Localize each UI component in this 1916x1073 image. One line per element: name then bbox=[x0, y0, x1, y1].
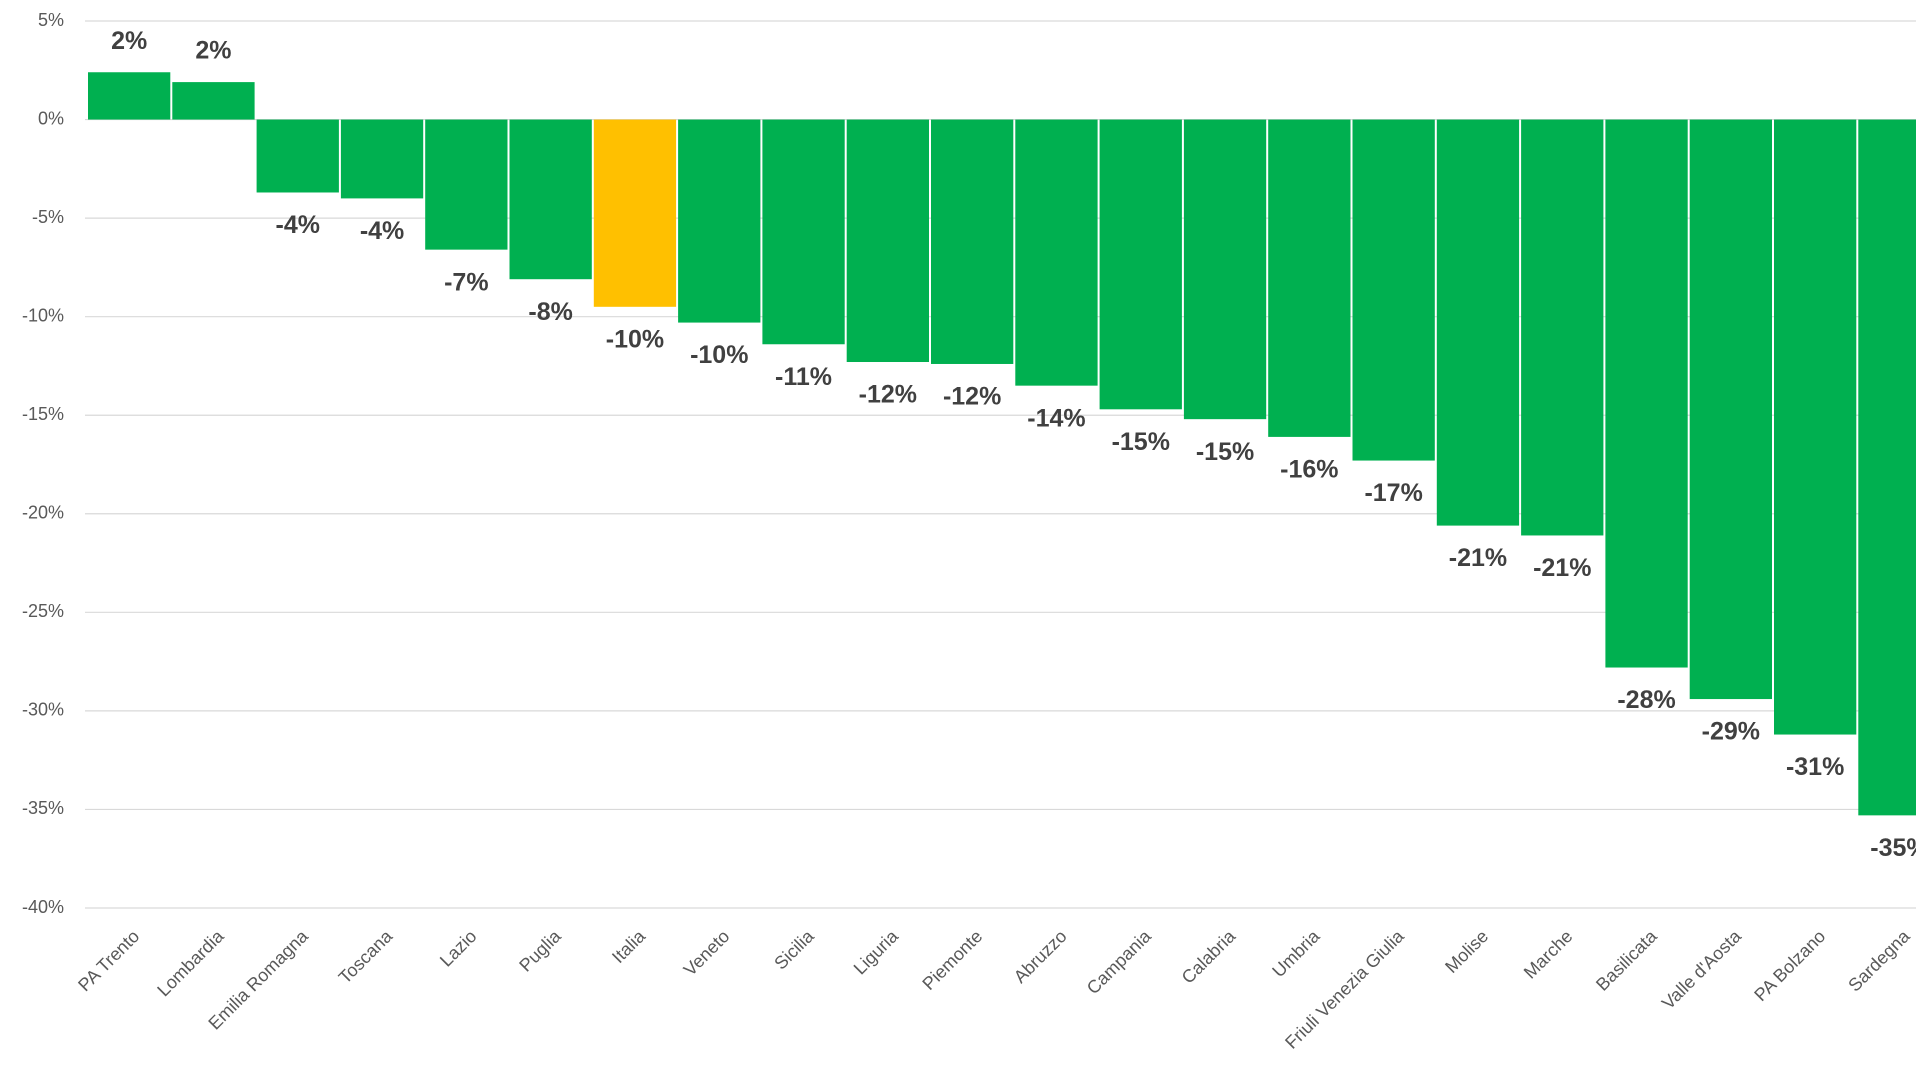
x-tick-label: PA Trento bbox=[74, 926, 143, 995]
value-label: -15% bbox=[1112, 428, 1170, 456]
bar bbox=[846, 119, 929, 363]
value-label: -35% bbox=[1870, 834, 1916, 862]
bar bbox=[1436, 119, 1520, 526]
bar bbox=[931, 119, 1014, 364]
bar bbox=[1521, 119, 1604, 536]
bar bbox=[1689, 119, 1772, 700]
value-label: -14% bbox=[1027, 404, 1085, 432]
x-tick-label: Valle d'Aosta bbox=[1658, 925, 1746, 1013]
value-label: -21% bbox=[1449, 544, 1507, 572]
x-tick-label: Lombardia bbox=[153, 925, 228, 1000]
value-label: -8% bbox=[528, 298, 572, 326]
value-label: -7% bbox=[444, 268, 488, 296]
value-label: -28% bbox=[1617, 686, 1675, 714]
x-tick-label: Italia bbox=[608, 925, 650, 967]
bar bbox=[1774, 119, 1857, 735]
value-label: -12% bbox=[943, 383, 1001, 411]
y-tick-label: -30% bbox=[22, 700, 64, 720]
value-label: 2% bbox=[111, 27, 147, 55]
x-tick-label: Piemonte bbox=[918, 926, 986, 994]
value-label: -16% bbox=[1280, 456, 1338, 484]
value-label: -17% bbox=[1364, 479, 1422, 507]
bar bbox=[88, 72, 171, 120]
x-tick-label: Puglia bbox=[515, 925, 565, 975]
x-tick-label: Umbria bbox=[1268, 925, 1324, 981]
value-label: 2% bbox=[195, 37, 231, 65]
bar bbox=[762, 119, 845, 345]
x-tick-label: Liguria bbox=[850, 925, 903, 978]
bar bbox=[425, 119, 508, 250]
x-tick-label: Lazio bbox=[436, 926, 481, 971]
x-tick-label: Sicilia bbox=[770, 925, 818, 973]
bar bbox=[509, 119, 592, 280]
bar bbox=[1015, 119, 1098, 386]
value-label: -29% bbox=[1702, 718, 1760, 746]
x-tick-label: Veneto bbox=[680, 926, 734, 980]
bar bbox=[678, 119, 761, 323]
x-tick-label: Calabria bbox=[1178, 925, 1240, 987]
value-label: -4% bbox=[360, 217, 404, 245]
bar bbox=[256, 119, 339, 193]
bar bbox=[172, 82, 255, 120]
y-tick-label: -35% bbox=[22, 798, 64, 818]
x-tick-label: PA Bolzano bbox=[1750, 926, 1829, 1005]
x-tick-label: Molise bbox=[1441, 926, 1492, 977]
bar bbox=[593, 119, 677, 307]
value-label: -10% bbox=[690, 341, 748, 369]
bar bbox=[1268, 119, 1351, 437]
bar bbox=[1858, 119, 1916, 816]
value-label: -10% bbox=[606, 325, 664, 353]
x-tick-label: Basilicata bbox=[1592, 925, 1661, 994]
y-tick-label: -20% bbox=[22, 503, 64, 523]
value-label: -21% bbox=[1533, 554, 1591, 582]
y-tick-label: -25% bbox=[22, 601, 64, 621]
x-tick-label: Abruzzo bbox=[1010, 926, 1071, 987]
bar bbox=[1605, 119, 1688, 668]
x-tick-label: Toscana bbox=[335, 925, 397, 987]
bar bbox=[1099, 119, 1182, 410]
y-tick-label: -40% bbox=[22, 897, 64, 917]
y-tick-label: 0% bbox=[38, 108, 64, 128]
y-tick-label: 5% bbox=[38, 10, 64, 30]
x-tick-label: Campania bbox=[1083, 925, 1156, 998]
value-label: -4% bbox=[276, 211, 320, 239]
bar bbox=[1183, 119, 1267, 420]
value-label: -12% bbox=[859, 381, 917, 409]
value-label: -11% bbox=[775, 363, 832, 391]
x-tick-label: Marche bbox=[1520, 926, 1577, 983]
y-tick-label: -15% bbox=[22, 404, 64, 424]
value-label: -31% bbox=[1786, 753, 1844, 781]
y-tick-label: -5% bbox=[32, 207, 64, 227]
y-tick-label: -10% bbox=[22, 305, 64, 325]
x-tick-label: Sardegna bbox=[1844, 925, 1914, 995]
value-label: -15% bbox=[1196, 438, 1254, 466]
bar bbox=[340, 119, 424, 199]
bar bbox=[1352, 119, 1435, 461]
